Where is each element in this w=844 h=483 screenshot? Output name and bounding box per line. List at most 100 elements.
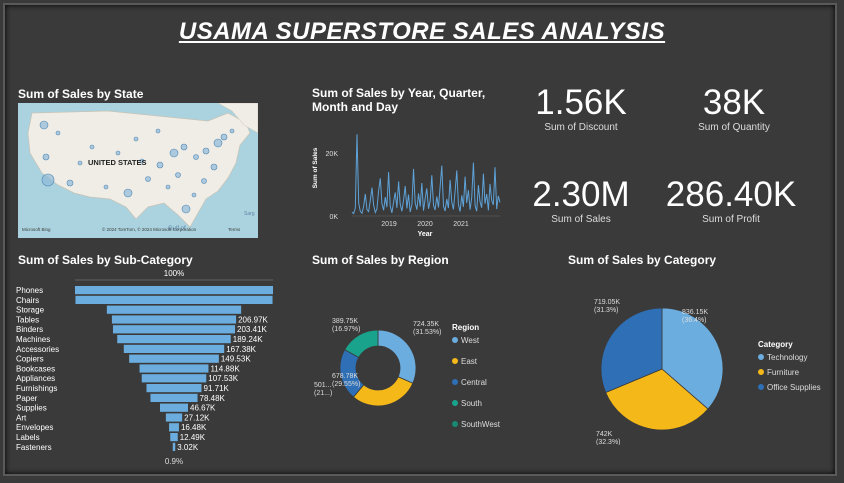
line-x-tick: 2019 [381,221,397,228]
funnel-category-label: Chairs [16,296,39,305]
sales-map[interactable]: Gulf of Sarg UNITED STATES Microsoft Bin… [18,103,258,238]
funnel-bar[interactable] [112,325,236,334]
line-series-sales [351,134,501,215]
kpi-quantity-label: Sum of Quantity [698,122,770,133]
kpi-quantity: 38K Sum of Quantity [659,83,809,134]
map-country-label: UNITED STATES [88,158,146,167]
pie-slice[interactable] [661,307,724,410]
pie-data-label: 389.75K (16.97%) [332,318,360,333]
funnel-category-label: Bookcases [16,364,55,373]
legend-item[interactable]: Office Supplies [767,383,821,392]
funnel-bar[interactable] [106,305,242,314]
funnel-bar[interactable] [129,354,219,363]
pie-slice[interactable] [605,368,709,431]
legend-marker [452,337,458,343]
kpi-profit: 286.40K Sum of Profit [656,175,806,226]
kpi-sales-value: 2.30M [532,175,630,214]
legend-marker [452,358,458,364]
funnel-bar[interactable] [159,403,189,412]
pie-slice[interactable] [352,376,414,407]
funnel-value-label: 16.48K [181,423,207,432]
funnel-bar[interactable] [75,286,273,295]
dashboard-title: USAMA SUPERSTORE SALES ANALYSIS [178,18,666,45]
funnel-value-label: 12.49K [180,433,206,442]
category-legend-title: Category [758,340,793,349]
funnel-bar[interactable] [165,413,183,422]
funnel-category-label: Appliances [16,374,55,383]
funnel-bar[interactable] [139,364,209,373]
funnel-bar[interactable] [146,384,202,393]
funnel-value-label: 114.88K [210,364,240,373]
legend-marker [758,354,764,360]
funnel-category-label: Fasteners [16,443,52,452]
map-terms-link[interactable]: Terms [228,227,241,232]
legend-marker [452,379,458,385]
funnel-category-label: Paper [16,394,38,403]
kpi-quantity-value: 38K [702,83,766,122]
pie-data-label: 678.78K (29.55%) [332,373,360,388]
region-chart-title: Sum of Sales by Region [312,253,449,267]
pie-data-label: 836.15K (36.4%) [682,309,708,324]
funnel-bar[interactable] [75,295,273,304]
region-donut-chart[interactable]: 724.35K (31.53%) 678.78K (29.55%)501... (21.… [300,300,535,430]
legend-marker [452,421,458,427]
region-legend-title: Region [452,323,479,332]
legend-marker [758,384,764,390]
funnel-category-label: Accessories [16,345,59,354]
line-y-tick: 0K [329,214,338,221]
legend-item[interactable]: SouthWest [461,420,501,429]
map-attribution: © 2024 TomTom, © 2024 Microsoft Corporat… [102,226,197,232]
pie-data-label: 719.05K (31.3%) [594,299,620,314]
line-y-tick: 20K [326,151,339,158]
legend-item[interactable]: Technology [767,353,807,362]
line-chart-title: Sum of Sales by Year, Quarter, Month and… [312,86,486,114]
funnel-category-label: Phones [16,286,43,295]
map-title: Sum of Sales by State [18,87,144,101]
legend-item[interactable]: West [461,336,480,345]
map-svg: Gulf of Sarg UNITED STATES Microsoft Bin… [18,103,258,238]
funnel-category-label: Envelopes [16,423,53,432]
kpi-discount-label: Sum of Discount [544,122,618,133]
funnel-category-label: Binders [16,325,43,334]
funnel-bar[interactable] [169,423,179,432]
kpi-profit-value: 286.40K [665,175,797,214]
funnel-bar[interactable] [172,442,176,451]
funnel-value-label: 91.71K [204,384,230,393]
pie-slice[interactable] [377,329,417,384]
funnel-bar[interactable] [117,335,231,344]
funnel-category-label: Copiers [16,355,44,364]
funnel-bottom-label: 0.9% [165,457,183,466]
map-sea-label: Sarg [244,211,255,217]
funnel-value-label: 78.48K [200,394,226,403]
funnel-value-label: 107.53K [208,374,238,383]
funnel-bar[interactable] [111,315,237,324]
legend-marker [758,369,764,375]
funnel-category-label: Machines [16,335,50,344]
funnel-value-label: 46.67K [190,404,216,413]
legend-item[interactable]: South [461,399,482,408]
category-pie-chart[interactable]: 836.15K (36.4%)742K (32.3%)719.05K (31.3%) … [560,290,840,445]
funnel-category-label: Labels [16,433,40,442]
funnel-bar[interactable] [123,344,225,353]
funnel-chart-title: Sum of Sales by Sub-Category [18,253,193,267]
funnel-bar[interactable] [141,374,207,383]
legend-item[interactable]: Furniture [767,368,800,377]
funnel-value-label: 149.53K [221,355,251,364]
funnel-value-label: 203.41K [237,325,267,334]
legend-item[interactable]: Central [461,378,487,387]
map-gulf-label: Gulf of [168,226,186,232]
legend-item[interactable]: East [461,357,478,366]
line-x-tick: 2021 [453,221,469,228]
funnel-bar[interactable] [150,393,198,402]
pie-slice[interactable] [344,329,379,358]
kpi-sales: 2.30M Sum of Sales [506,175,656,226]
line-chart[interactable]: 0K 20K 2019 2020 2021 Sum of Sales Year [300,120,510,240]
funnel-bar[interactable] [170,433,178,442]
funnel-category-label: Storage [16,306,45,315]
pie-slice[interactable] [600,307,663,394]
legend-marker [452,400,458,406]
funnel-category-label: Tables [16,315,39,324]
funnel-value-label: 206.97K [238,315,268,324]
line-x-axis-label: Year [418,231,433,238]
